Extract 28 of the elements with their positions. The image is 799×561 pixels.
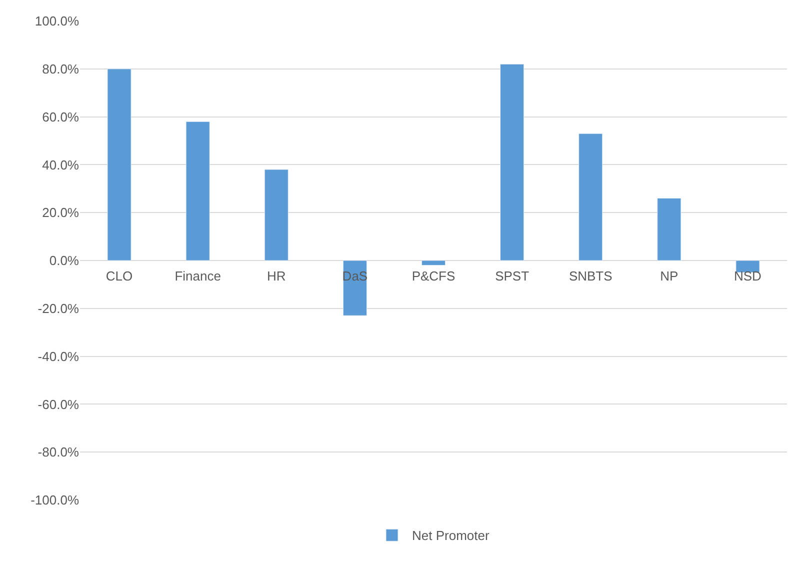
y-tick-label: 20.0% — [42, 205, 80, 220]
bar — [421, 260, 446, 266]
x-tick-label: SNBTS — [568, 268, 613, 284]
legend-label: Net Promoter — [412, 528, 490, 544]
y-tick-label: -20.0% — [38, 300, 80, 316]
y-tick-label: -40.0% — [38, 348, 80, 364]
bar — [578, 133, 603, 261]
x-tick-label: CLO — [106, 268, 133, 284]
y-tick-label: 80.0% — [42, 61, 80, 76]
bar — [186, 121, 210, 261]
bar — [736, 260, 760, 273]
y-tick-label: -60.0% — [38, 396, 80, 412]
bar — [500, 64, 524, 261]
bar — [657, 198, 682, 261]
y-tick-label: -100.0% — [30, 492, 80, 508]
bar — [264, 169, 288, 261]
x-tick-label: P&CFS — [412, 268, 456, 284]
y-tick-label: 60.0% — [42, 109, 80, 124]
y-tick-label: 40.0% — [42, 157, 80, 172]
y-tick-label: -80.0% — [38, 444, 80, 460]
bar — [107, 68, 132, 261]
x-tick-label: NP — [660, 268, 678, 284]
x-tick-label: HR — [267, 268, 286, 284]
y-tick-label: 100.0% — [34, 14, 80, 29]
y-tick-label: 0.0% — [49, 253, 80, 268]
x-tick-label: NSD — [734, 268, 762, 284]
x-tick-label: SPST — [495, 268, 530, 284]
x-tick-label: Finance — [174, 268, 221, 284]
